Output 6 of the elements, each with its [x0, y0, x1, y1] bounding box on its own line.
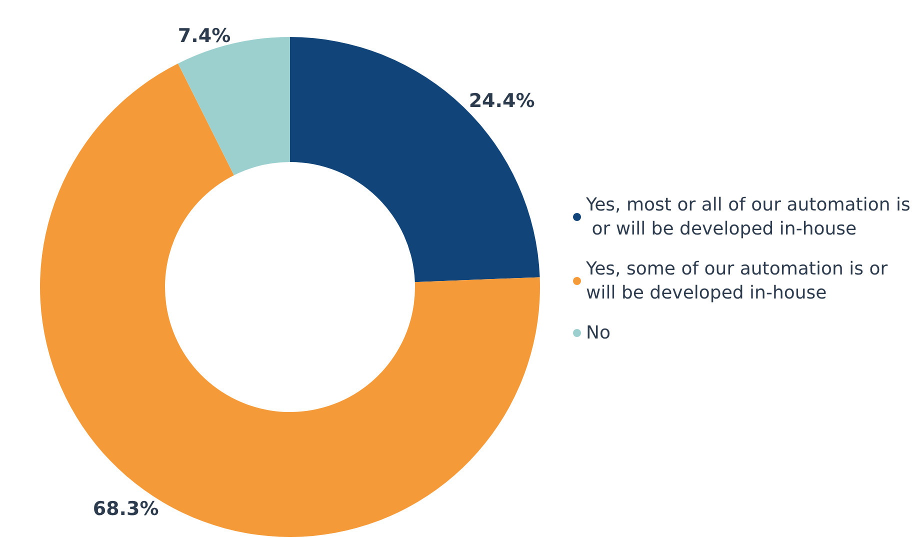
- data-label: 7.4%: [178, 24, 231, 47]
- legend-label: No: [586, 322, 610, 344]
- legend-label: Yes, most or all of our automation is or will be developed in-house: [585, 194, 910, 240]
- data-label: 24.4%: [468, 90, 535, 112]
- legend-label: Yes, some of our automation is or will be developed in-house: [585, 258, 894, 304]
- data-label: 68.3%: [92, 498, 159, 520]
